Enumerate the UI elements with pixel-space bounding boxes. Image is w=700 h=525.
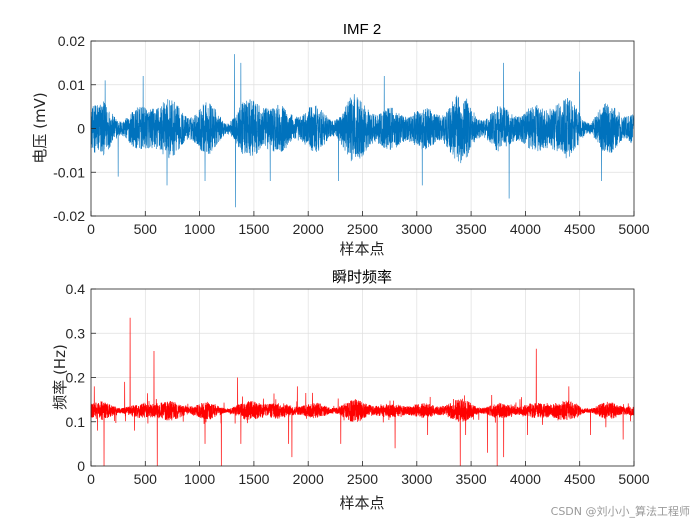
x-tick-label: 3000: [401, 221, 432, 237]
ylabel-instfreq: 频率 (Hz): [51, 344, 69, 410]
x-tick-label: 1000: [184, 471, 215, 487]
y-tick-label: 0: [77, 121, 85, 137]
x-tick-label: 500: [134, 471, 158, 487]
series-imf2: [90, 54, 635, 208]
title-instfreq: 瞬时频率: [332, 269, 392, 286]
x-tick-label: 2500: [347, 471, 378, 487]
title-imf2: IMF 2: [343, 21, 381, 38]
x-tick-label: 1000: [184, 221, 215, 237]
x-tick-label: 3500: [456, 221, 487, 237]
y-tick-label: -0.02: [53, 208, 85, 224]
xlabel-imf2: 样本点: [339, 240, 384, 258]
y-tick-label: 0.3: [66, 325, 86, 341]
x-tick-label: 2500: [347, 221, 378, 237]
series-instfreq: [90, 317, 635, 467]
x-ticks-instfreq: 0 500 1000 1500 2000 2500 3000 3500 4000 4500 5000: [87, 461, 650, 487]
x-tick-label: 4000: [510, 221, 541, 237]
watermark: CSDN @刘小小_算法工程师: [550, 505, 690, 518]
x-tick-label: 4500: [564, 471, 595, 487]
subplot-imf2: 0 500 1000 1500 2000 2500 3000 3500 4000 4500 5000…: [31, 21, 650, 258]
y-tick-label: 0: [77, 458, 85, 474]
x-tick-label: 3000: [401, 471, 432, 487]
x-tick-label: 5000: [618, 471, 649, 487]
x-tick-label: 2000: [293, 221, 324, 237]
subplot-instfreq: 0 500 1000 1500 2000 2500 3000 3500 4000 4500 5000…: [51, 269, 650, 512]
y-tick-label: 0.1: [66, 414, 86, 430]
x-ticks-imf2: 0 500 1000 1500 2000 2500 3000 3500 4000 4500 5000: [87, 211, 650, 237]
series-line: [90, 317, 635, 467]
xlabel-instfreq: 样本点: [339, 494, 384, 512]
y-ticks-instfreq: 0 0.1 0.2 0.3 0.4: [66, 281, 96, 474]
y-tick-label: 0.2: [66, 370, 86, 386]
x-tick-label: 1500: [238, 471, 269, 487]
y-ticks-imf2: -0.02 -0.01 0 0.01 0.02: [53, 33, 96, 224]
x-tick-label: 2000: [293, 471, 324, 487]
x-tick-label: 0: [87, 221, 95, 237]
x-tick-label: 3500: [456, 471, 487, 487]
x-tick-label: 5000: [618, 221, 649, 237]
y-tick-label: -0.01: [53, 164, 85, 180]
y-tick-label: 0.01: [58, 77, 85, 93]
series-line: [90, 54, 635, 208]
y-tick-label: 0.4: [66, 281, 86, 297]
x-tick-label: 0: [87, 471, 95, 487]
y-tick-label: 0.02: [58, 33, 85, 49]
x-tick-label: 500: [134, 221, 158, 237]
ylabel-imf2: 电压 (mV): [31, 92, 49, 163]
x-tick-label: 1500: [238, 221, 269, 237]
x-tick-label: 4500: [564, 221, 595, 237]
x-tick-label: 4000: [510, 471, 541, 487]
